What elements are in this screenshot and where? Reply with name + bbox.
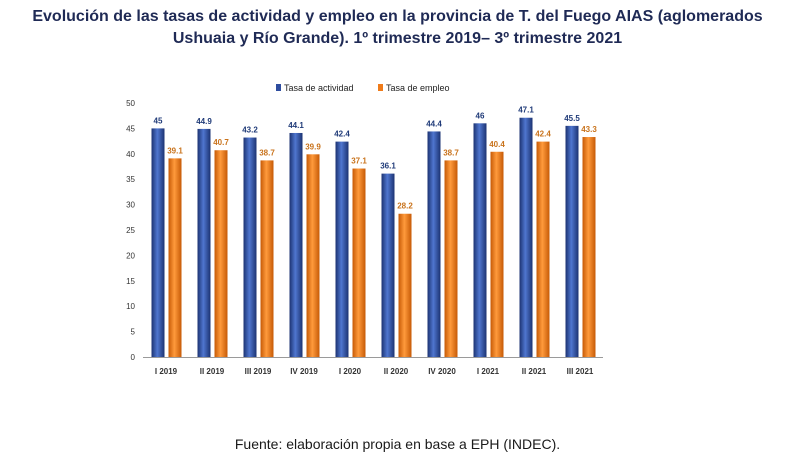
- bar-tasa-actividad: [473, 123, 487, 357]
- chart-title: Evolución de las tasas de actividad y em…: [0, 6, 795, 50]
- legend-item-actividad: Tasa de actividad: [276, 83, 354, 93]
- value-label-actividad: 47.1: [518, 106, 534, 115]
- legend-label: Tasa de empleo: [386, 83, 450, 93]
- y-tick-label: 30: [126, 201, 135, 210]
- bar-tasa-empleo: [398, 213, 412, 357]
- value-label-empleo: 42.4: [535, 130, 551, 139]
- bar-tasa-empleo: [352, 168, 366, 357]
- chart-bars: [151, 117, 596, 358]
- value-label-empleo: 40.4: [489, 140, 505, 149]
- value-label-actividad: 44.1: [288, 121, 304, 130]
- y-tick-label: 0: [131, 353, 136, 362]
- y-tick-label: 25: [126, 226, 135, 235]
- bar-tasa-actividad: [427, 131, 441, 357]
- y-tick-label: 50: [126, 99, 135, 108]
- y-tick-label: 45: [126, 124, 135, 133]
- value-label-actividad: 46: [476, 111, 485, 120]
- value-label-empleo: 43.3: [581, 125, 597, 134]
- value-label-actividad: 42.4: [334, 130, 350, 139]
- chart-title-line-2: Ushuaia y Río Grande). 1º trimestre 2019…: [172, 30, 623, 47]
- x-tick-label: II 2020: [384, 367, 409, 376]
- bar-tasa-empleo: [214, 150, 228, 357]
- bar-tasa-actividad: [289, 132, 303, 357]
- value-label-empleo: 40.7: [213, 138, 229, 147]
- chart-legend: Tasa de actividad Tasa de empleo: [276, 83, 450, 93]
- legend-swatch: [378, 84, 383, 91]
- y-tick-label: 40: [126, 150, 135, 159]
- value-label-empleo: 38.7: [443, 148, 459, 157]
- legend-swatch: [276, 84, 281, 91]
- y-tick-label: 5: [131, 328, 136, 337]
- value-label-actividad: 45: [154, 116, 163, 125]
- bar-tasa-empleo: [444, 160, 458, 357]
- value-label-actividad: 44.9: [196, 117, 212, 126]
- x-tick-label: IV 2020: [428, 367, 456, 376]
- bar-tasa-empleo: [168, 158, 182, 357]
- bar-tasa-actividad: [519, 117, 533, 358]
- legend-item-empleo: Tasa de empleo: [378, 83, 450, 93]
- x-tick-label: I 2019: [155, 367, 178, 376]
- x-tick-label: III 2021: [567, 367, 594, 376]
- x-tick-label: I 2020: [339, 367, 362, 376]
- chart-value-labels: 45 39.1 44.9 40.7 43.2 38.7 44.1 39.9 42.4 37.1 36…: [154, 106, 598, 211]
- value-label-empleo: 28.2: [397, 202, 413, 211]
- bar-tasa-actividad: [197, 128, 211, 357]
- x-tick-label: III 2019: [245, 367, 272, 376]
- bar-tasa-actividad: [565, 125, 579, 357]
- bar-tasa-empleo: [582, 137, 596, 357]
- y-tick-label: 15: [126, 277, 135, 286]
- bar-tasa-empleo: [306, 154, 320, 357]
- bar-tasa-actividad: [243, 137, 257, 357]
- source-note: Fuente: elaboración propia en base a EPH…: [234, 436, 561, 452]
- bar-tasa-actividad: [335, 141, 349, 357]
- x-tick-label: II 2021: [522, 367, 547, 376]
- value-label-actividad: 36.1: [380, 162, 396, 171]
- value-label-empleo: 38.7: [259, 148, 275, 157]
- y-tick-label: 10: [126, 302, 135, 311]
- value-label-actividad: 43.2: [242, 126, 258, 135]
- x-axis: I 2019 II 2019 III 2019 IV 2019 I 2020 II 202…: [143, 357, 603, 376]
- value-label-actividad: 45.5: [564, 114, 580, 123]
- x-tick-label: I 2021: [477, 367, 500, 376]
- legend-label: Tasa de actividad: [284, 83, 354, 93]
- value-label-empleo: 39.9: [305, 142, 321, 151]
- chart-title-line-1: Evolución de las tasas de actividad y em…: [32, 8, 763, 25]
- x-tick-label: II 2019: [200, 367, 225, 376]
- bar-tasa-empleo: [536, 141, 550, 357]
- bar-tasa-actividad: [381, 173, 395, 357]
- bar-tasa-actividad: [151, 128, 165, 357]
- bar-tasa-empleo: [490, 151, 504, 357]
- y-axis: 0 5 10 15 20 25 30 35 40 45 50: [126, 99, 135, 362]
- y-tick-label: 35: [126, 175, 135, 184]
- value-label-actividad: 44.4: [426, 119, 442, 128]
- y-tick-label: 20: [126, 251, 135, 260]
- bar-tasa-empleo: [260, 160, 274, 357]
- x-tick-label: IV 2019: [290, 367, 318, 376]
- value-label-empleo: 39.1: [167, 146, 183, 155]
- value-label-empleo: 37.1: [351, 157, 367, 166]
